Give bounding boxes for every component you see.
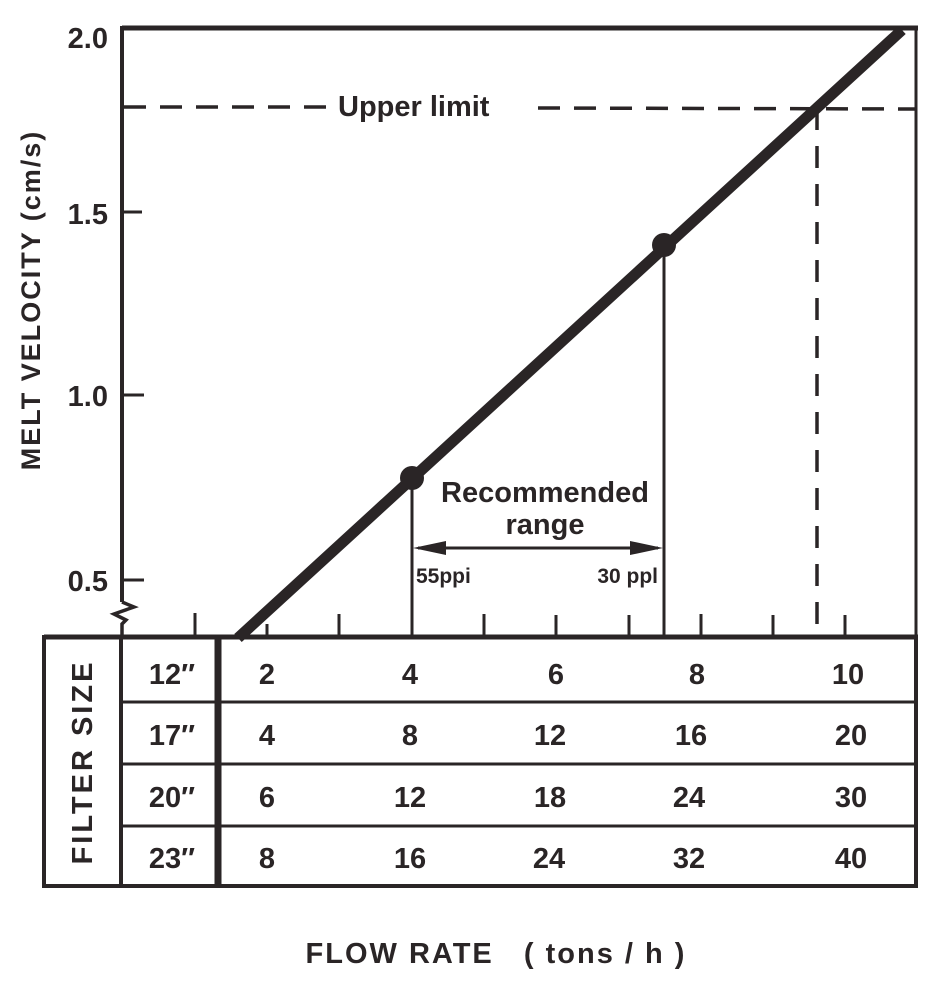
filter-size-cell: 23″ [149,843,195,875]
filter-size-cell: 17″ [149,720,195,752]
upper-limit-label: Upper limit [338,91,490,123]
y-axis-break [109,600,139,638]
upper-limit-marker: Upper limit [124,91,917,637]
label-55ppi: 55ppi [416,565,471,588]
recommended-label-line1: Recommended [441,477,649,509]
arrow-left-icon [413,541,446,555]
flow-cell: 4 [259,720,275,752]
y-axis-label: MELT VELOCITY (cm/s) [16,130,46,471]
flow-cell: 20 [835,720,867,752]
flow-cell: 16 [394,843,426,875]
flow-cell: 24 [533,843,565,875]
x-axis-label: FLOW RATE ( tons / h ) [306,938,687,970]
flow-cell: 16 [675,720,707,752]
filter-size-cell: 20″ [149,782,195,814]
flow-cell: 30 [835,782,867,814]
arrow-right-icon [630,541,663,555]
label-30ppi: 30 ppl [597,565,658,588]
recommended-label-line2: range [506,509,585,541]
recommended-range: Recommended range 55ppi 30 ppl [400,233,676,637]
y-axis: 2.0 1.5 1.0 0.5 MELT VELOCITY (cm/s) [16,23,144,598]
y-tick-label: 1.5 [68,199,108,231]
y-tick-label: 1.0 [68,381,108,413]
velocity-line [234,25,906,643]
flow-cell: 40 [835,843,867,875]
flow-cell: 6 [548,659,564,691]
x-axis [44,613,918,640]
flow-cell: 8 [259,843,275,875]
flow-cell: 12 [534,720,566,752]
filter-size-table: FILTER SIZE 12″ 2 4 6 8 10 17″ 4 8 12 16… [42,635,918,888]
y-tick-label: 2.0 [68,23,108,55]
flow-cell: 2 [259,659,275,691]
flow-cell: 8 [402,720,418,752]
plot-frame [109,25,918,638]
y-tick-label: 0.5 [68,566,108,598]
flow-cell: 6 [259,782,275,814]
flow-cell: 4 [402,659,418,691]
flow-cell: 18 [534,782,566,814]
filter-size-cell: 12″ [149,659,195,691]
flow-cell: 24 [673,782,705,814]
flow-cell: 10 [832,659,864,691]
point-30ppi [652,233,676,257]
flow-cell: 12 [394,782,426,814]
filter-size-header: FILTER SIZE [67,660,99,865]
flow-cell: 32 [673,843,705,875]
point-55ppi [400,466,424,490]
flow-cell: 8 [689,659,705,691]
